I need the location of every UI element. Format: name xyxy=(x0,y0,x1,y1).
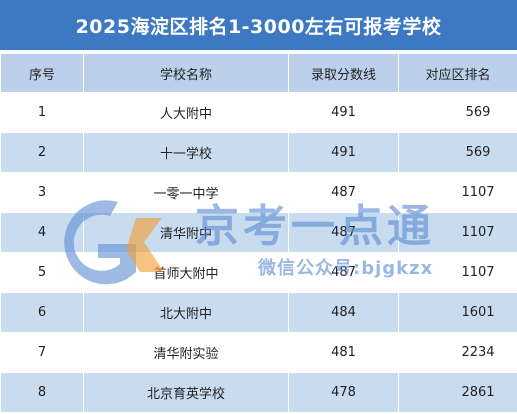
cell-school: 北大附中 xyxy=(83,292,289,333)
table-row: 8 北京育英学校 478 2861 xyxy=(0,372,517,413)
cell-rank: 2861 xyxy=(398,372,517,413)
table-row: 2 十一学校 491 569 xyxy=(0,132,517,173)
cell-no: 1 xyxy=(0,92,84,133)
cell-score: 491 xyxy=(288,92,399,133)
header-rank: 对应区排名 xyxy=(398,53,517,93)
cell-rank: 2234 xyxy=(398,332,517,373)
cell-rank: 1107 xyxy=(398,252,517,293)
cell-score: 487 xyxy=(288,212,399,253)
cell-rank: 1107 xyxy=(398,172,517,213)
table-row: 7 清华附实验 481 2234 xyxy=(0,332,517,373)
cell-school: 北京育英学校 xyxy=(83,372,289,413)
page-title: 2025海淀区排名1-3000左右可报考学校 xyxy=(0,0,517,50)
cell-rank: 1601 xyxy=(398,292,517,333)
cell-school: 首师大附中 xyxy=(83,252,289,293)
cell-rank: 1107 xyxy=(398,212,517,253)
cell-school: 人大附中 xyxy=(83,92,289,133)
cell-no: 3 xyxy=(0,172,84,213)
cell-score: 487 xyxy=(288,252,399,293)
cell-no: 7 xyxy=(0,332,84,373)
header-school: 学校名称 xyxy=(83,53,289,93)
cell-score: 484 xyxy=(288,292,399,333)
cell-no: 2 xyxy=(0,132,84,173)
cell-no: 4 xyxy=(0,212,84,253)
table-header-row: 序号 学校名称 录取分数线 对应区排名 xyxy=(0,53,517,93)
cell-score: 487 xyxy=(288,172,399,213)
cell-score: 491 xyxy=(288,132,399,173)
cell-school: 十一学校 xyxy=(83,132,289,173)
cell-no: 5 xyxy=(0,252,84,293)
table-row: 3 一零一中学 487 1107 xyxy=(0,172,517,213)
table-row: 5 首师大附中 487 1107 xyxy=(0,252,517,293)
cell-rank: 569 xyxy=(398,92,517,133)
cell-no: 8 xyxy=(0,372,84,413)
header-score: 录取分数线 xyxy=(288,53,399,93)
cell-school: 清华附中 xyxy=(83,212,289,253)
cell-score: 481 xyxy=(288,332,399,373)
ranking-table: 序号 学校名称 录取分数线 对应区排名 1 人大附中 491 569 2 十一学… xyxy=(0,53,517,413)
cell-no: 6 xyxy=(0,292,84,333)
header-no: 序号 xyxy=(0,53,84,93)
cell-rank: 569 xyxy=(398,132,517,173)
table-row: 6 北大附中 484 1601 xyxy=(0,292,517,333)
table-row: 4 清华附中 487 1107 xyxy=(0,212,517,253)
cell-school: 清华附实验 xyxy=(83,332,289,373)
cell-school: 一零一中学 xyxy=(83,172,289,213)
table-row: 1 人大附中 491 569 xyxy=(0,92,517,133)
cell-score: 478 xyxy=(288,372,399,413)
